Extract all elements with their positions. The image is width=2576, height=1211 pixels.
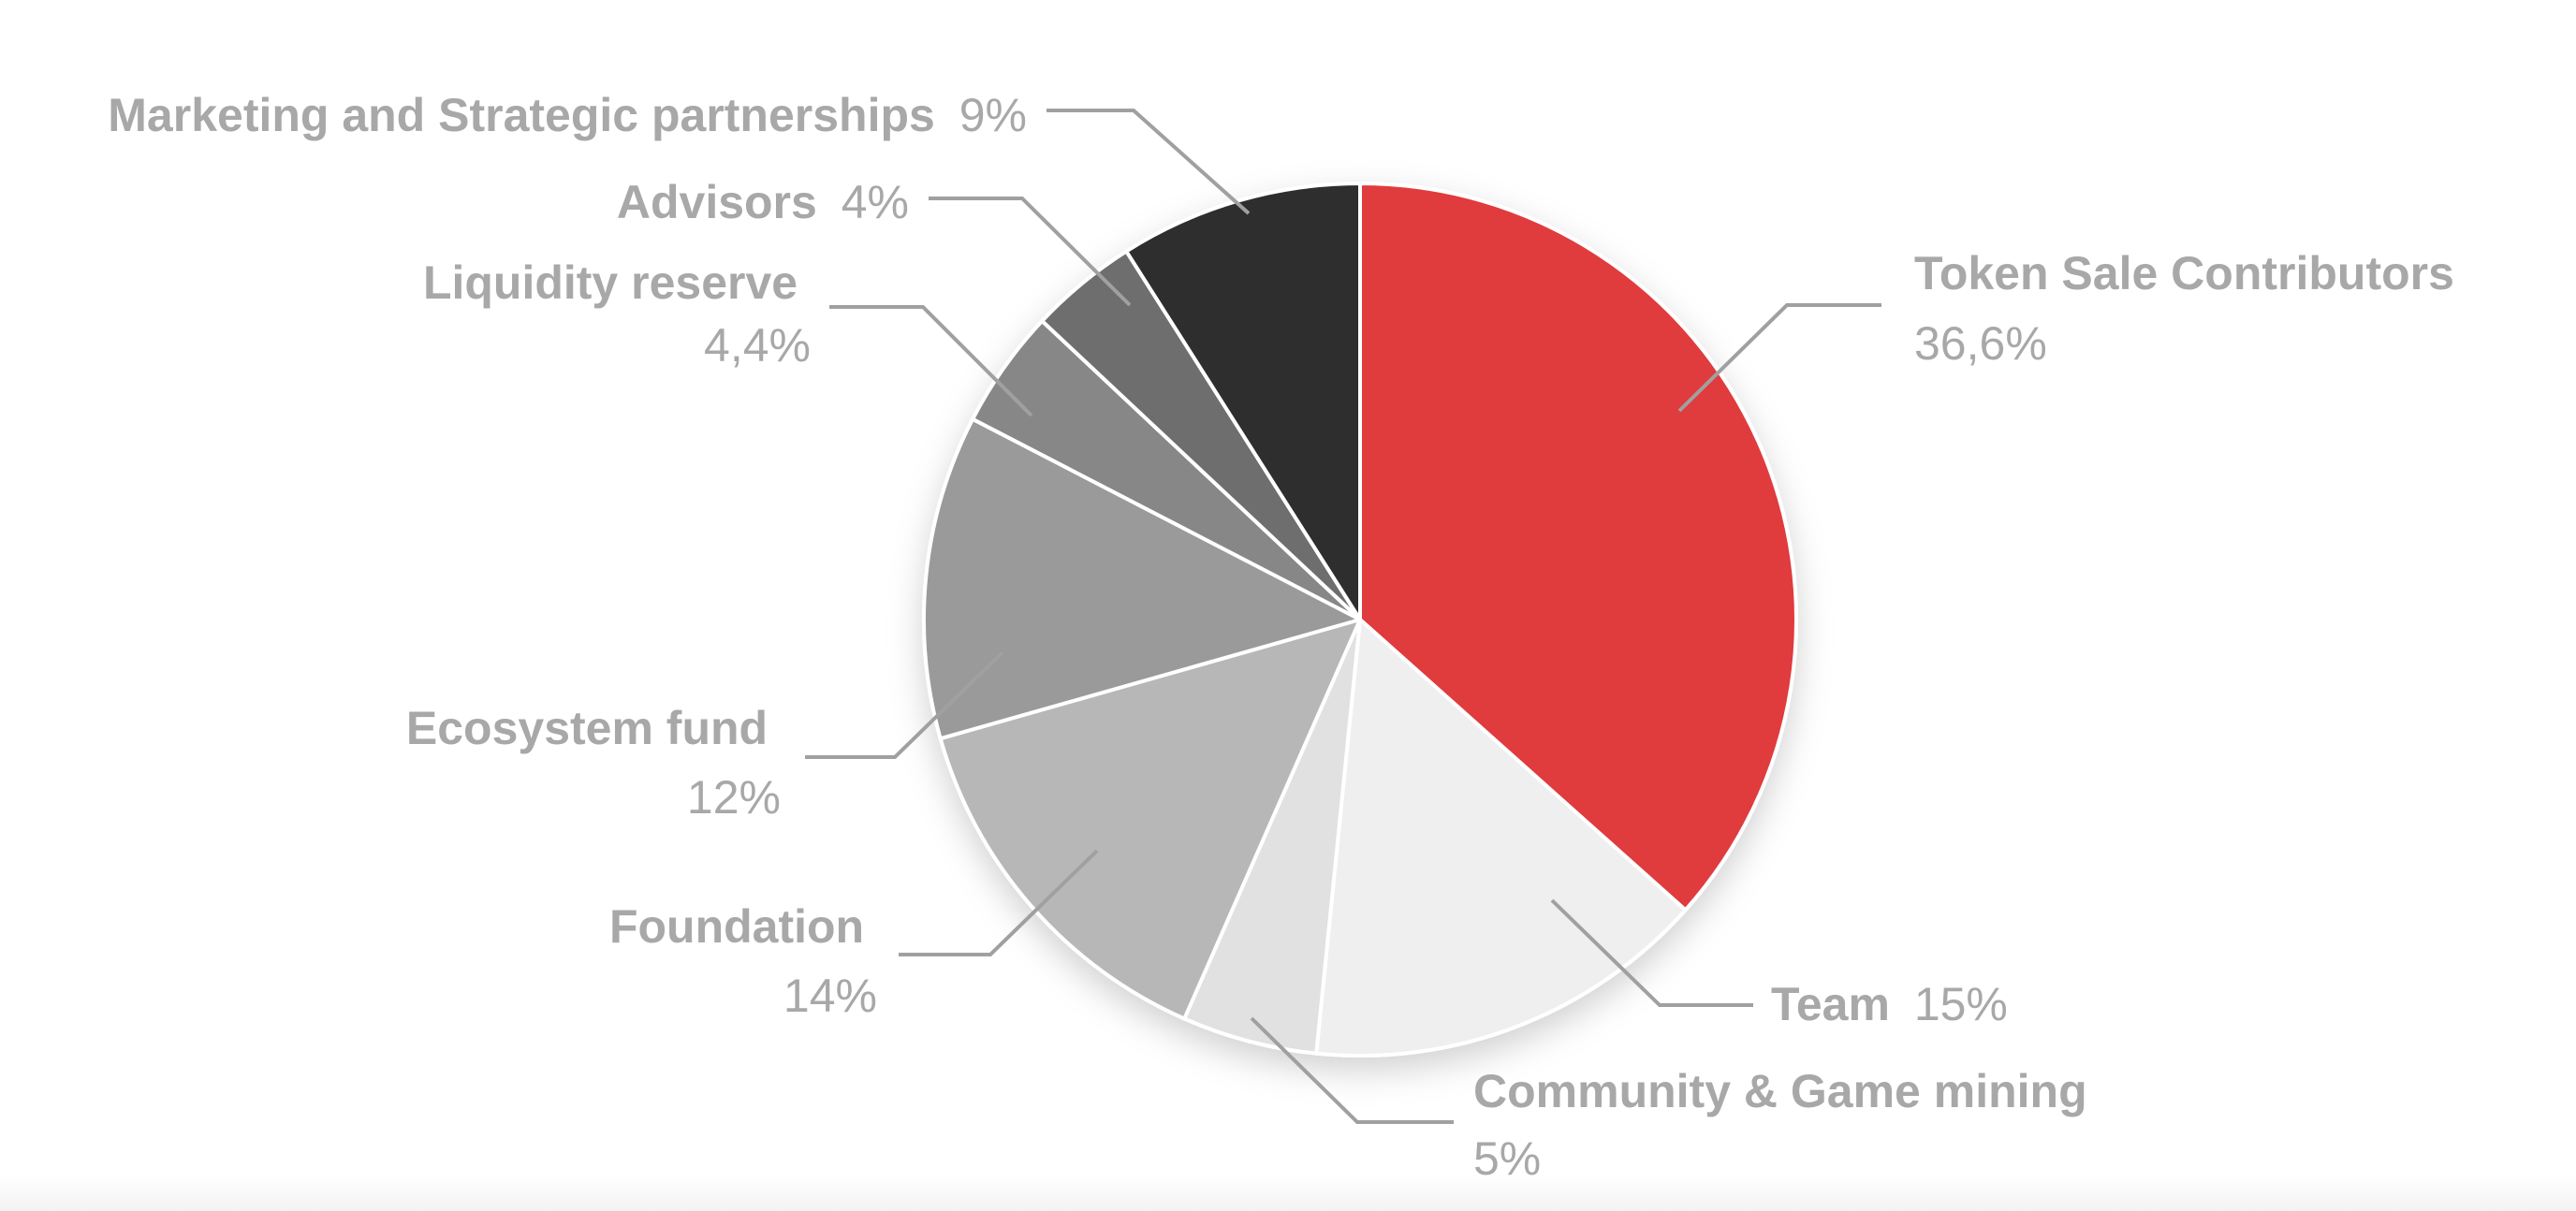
pie-slice-token-sale-contributors [1358,182,1799,912]
label-name: Liquidity reserve [423,256,798,309]
pie-slice-marketing-and-strategic-partnerships [1124,182,1362,621]
pie-slice-ecosystem-fund [922,416,1362,741]
leader-line-team [1550,898,1753,1007]
label-value: 15% [1914,978,2008,1030]
label-community: Community & Game mining 5% [1473,1065,2100,1185]
label-name: Foundation [609,900,864,953]
label-name: Community & Game mining [1473,1065,2087,1117]
label-name: Ecosystem fund [406,702,768,754]
leader-line-community [1250,1016,1454,1124]
label-value: 4% [842,176,909,228]
label-advisors: Advisors 4% [617,176,909,228]
label-value: 4,4% [704,319,811,372]
pie-slice-foundation [938,618,1362,1021]
leader-line-foundation [899,849,1099,956]
label-value: 9% [959,89,1027,141]
label-token-sale: Token Sale Contributors 36,6% [1914,247,2467,370]
label-ecosystem: Ecosystem fund 12% [406,702,781,824]
label-name: Team [1771,978,1890,1030]
label-liquidity: Liquidity reserve 4,4% [423,256,811,372]
label-value: 14% [783,970,877,1022]
leader-line-liquidity [829,305,1033,417]
label-value: 5% [1473,1132,1541,1185]
label-value: 12% [687,771,781,824]
leader-line-ecosystem [805,650,1004,759]
leader-line-marketing [1046,109,1251,215]
label-name: Advisors [617,176,817,228]
leader-line-advisors [929,197,1132,307]
label-marketing: Marketing and Strategic partnerships 9% [108,89,1027,141]
leader-line-token-sale [1677,303,1881,413]
label-name: Token Sale Contributors [1914,247,2454,299]
label-value: 36,6% [1914,317,2047,370]
pie-slice-community-game-mining [1182,618,1362,1056]
pie-slice-team [1314,618,1688,1058]
pie-slices [922,182,1799,1058]
label-foundation: Foundation 14% [609,900,877,1022]
label-name: Marketing and Strategic partnerships [108,89,935,141]
bottom-band [0,1175,2576,1211]
label-team: Team 15% [1771,978,2008,1030]
